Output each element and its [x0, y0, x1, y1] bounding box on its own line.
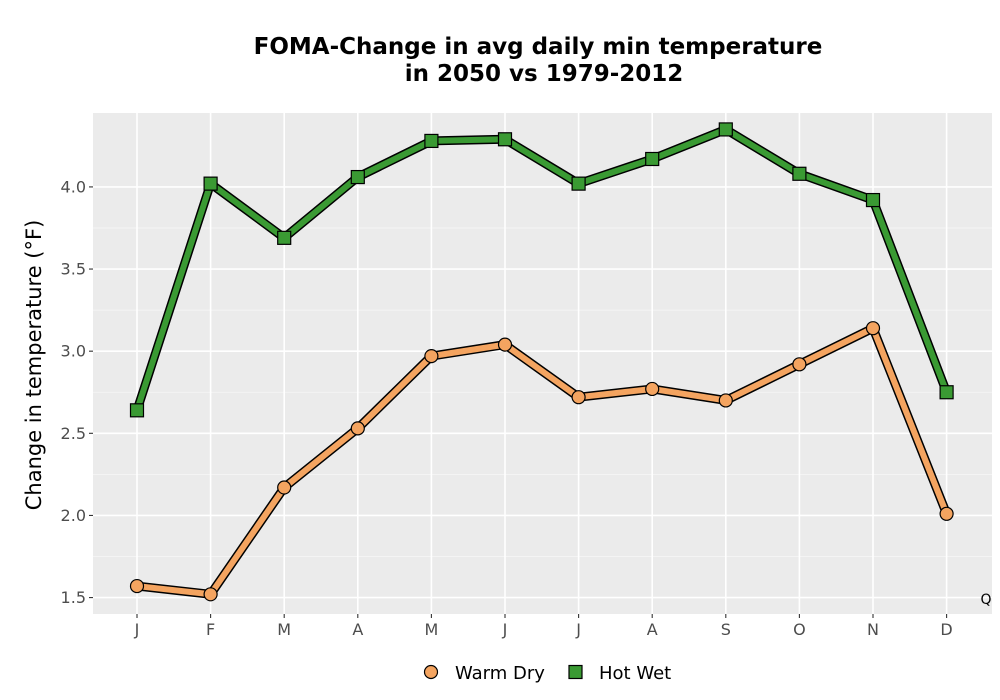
point-warm-dry: [865, 321, 881, 336]
point-warm-dry: [939, 506, 954, 521]
x-tick-label: J: [134, 620, 140, 639]
x-tick-label: A: [352, 620, 363, 639]
point-hot-wet: [792, 166, 807, 181]
series-line-hot-wet: [134, 126, 950, 414]
x-tick-label: N: [867, 620, 879, 639]
point-warm-dry: [350, 421, 365, 436]
chart-title-line1: FOMA-Change in avg daily min temperature: [254, 34, 823, 60]
legend-marker-warm-dry: [423, 664, 439, 680]
x-tick-label: D: [940, 620, 952, 639]
x-tick-label: F: [206, 620, 215, 639]
point-hot-wet: [129, 403, 145, 418]
legend-label-warm-dry: Warm Dry: [455, 663, 545, 684]
grid-layer: [93, 113, 992, 614]
point-hot-wet: [939, 385, 954, 400]
x-tick-label: O: [793, 620, 806, 639]
corner-note: Q: [980, 592, 991, 608]
point-warm-dry: [424, 349, 439, 364]
point-warm-dry: [792, 357, 807, 372]
y-tick-label: 1.5: [61, 588, 86, 607]
point-hot-wet: [203, 176, 218, 191]
x-tick-label: A: [647, 620, 658, 639]
point-warm-dry: [129, 578, 145, 594]
point-hot-wet: [497, 132, 513, 147]
x-tick-label: J: [575, 620, 581, 639]
y-axis-label: Change in temperature (°F): [22, 220, 46, 511]
x-tick-label: M: [424, 620, 438, 639]
point-hot-wet: [277, 230, 292, 245]
plot-panel: [93, 113, 992, 614]
legend: Warm Dry Hot Wet: [423, 663, 671, 684]
point-warm-dry: [718, 393, 733, 408]
point-hot-wet: [424, 133, 439, 149]
point-warm-dry: [277, 480, 292, 495]
y-tick-label: 2.5: [61, 424, 86, 443]
point-warm-dry: [645, 381, 660, 397]
y-tick-label: 2.0: [61, 506, 86, 525]
legend-marker-hot-wet: [568, 664, 583, 680]
y-tick-label: 3.5: [61, 260, 86, 279]
point-hot-wet: [350, 169, 365, 185]
point-hot-wet: [571, 176, 586, 191]
x-tick-label: M: [277, 620, 291, 639]
axis-layer: 1.5 2.0 2.5 3.0 3.5 4.0 J F M A M J J A S O N D: [61, 177, 953, 639]
point-warm-dry: [203, 587, 218, 602]
legend-label-hot-wet: Hot Wet: [599, 663, 671, 684]
point-warm-dry: [571, 390, 586, 405]
point-hot-wet: [718, 122, 733, 137]
point-warm-dry: [497, 337, 513, 352]
x-tick-label: J: [502, 620, 508, 639]
point-hot-wet: [645, 151, 660, 167]
series-layer: [129, 122, 954, 602]
y-tick-label: 4.0: [61, 177, 86, 196]
chart-title-line2: in 2050 vs 1979-2012: [405, 61, 684, 87]
y-tick-label: 3.0: [61, 342, 86, 361]
x-tick-label: S: [721, 620, 731, 639]
series-line-warm-dry: [134, 325, 950, 598]
point-hot-wet: [865, 192, 881, 208]
